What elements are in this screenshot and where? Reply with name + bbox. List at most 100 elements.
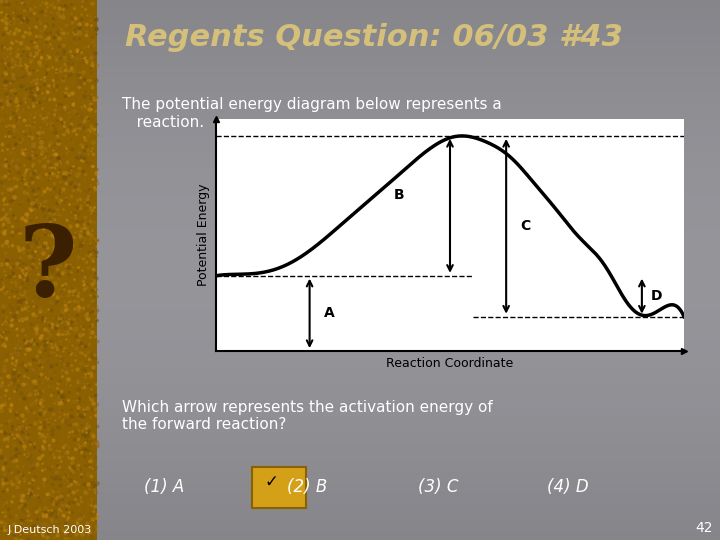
Bar — [0, 410, 720, 416]
Text: 42: 42 — [696, 521, 713, 535]
Bar — [0, 362, 720, 367]
Text: Regents Question: 06/03 #43: Regents Question: 06/03 #43 — [125, 23, 624, 52]
Bar — [0, 70, 720, 76]
Bar — [0, 459, 720, 464]
Bar — [0, 265, 720, 270]
Bar — [0, 486, 720, 491]
Bar — [0, 38, 720, 43]
Bar — [0, 184, 720, 189]
Bar — [0, 405, 720, 410]
Bar — [0, 313, 720, 319]
Bar — [0, 340, 720, 346]
FancyBboxPatch shape — [0, 0, 97, 540]
Bar — [0, 329, 720, 335]
Bar — [0, 11, 720, 16]
Bar — [0, 502, 720, 508]
Bar — [0, 76, 720, 81]
Bar — [0, 173, 720, 178]
X-axis label: Reaction Coordinate: Reaction Coordinate — [387, 356, 513, 369]
Bar — [0, 103, 720, 108]
Bar — [0, 297, 720, 302]
Bar — [0, 81, 720, 86]
Bar — [0, 454, 720, 459]
Bar — [0, 389, 720, 394]
Text: (2) B: (2) B — [287, 478, 327, 496]
Bar — [0, 470, 720, 475]
Bar — [0, 437, 720, 443]
Bar — [0, 400, 720, 405]
Bar — [0, 346, 720, 351]
Bar — [0, 416, 720, 421]
Bar — [0, 281, 720, 286]
Text: (4) D: (4) D — [547, 478, 589, 496]
Text: D: D — [652, 289, 662, 303]
Text: ✓: ✓ — [265, 473, 279, 491]
Bar — [0, 97, 720, 103]
Bar — [0, 394, 720, 400]
Bar — [0, 140, 720, 146]
Bar — [0, 238, 720, 243]
Bar — [0, 292, 720, 297]
Bar — [0, 189, 720, 194]
Bar — [0, 254, 720, 259]
Bar — [0, 497, 720, 502]
Bar — [0, 421, 720, 427]
Bar — [0, 448, 720, 454]
Bar — [0, 529, 720, 535]
Bar — [0, 383, 720, 389]
Bar — [0, 491, 720, 497]
Bar — [0, 135, 720, 140]
Bar — [0, 270, 720, 275]
Bar — [0, 308, 720, 313]
Text: C: C — [521, 219, 531, 233]
Bar — [0, 194, 720, 200]
Bar — [0, 49, 720, 54]
Bar — [0, 513, 720, 518]
Bar — [0, 232, 720, 238]
Text: A: A — [324, 306, 334, 320]
Text: The potential energy diagram below represents a
   reaction.: The potential energy diagram below repre… — [122, 97, 502, 130]
Bar — [0, 27, 720, 32]
Bar — [0, 151, 720, 157]
Bar — [0, 243, 720, 248]
Bar — [0, 481, 720, 486]
Bar — [0, 167, 720, 173]
Text: Which arrow represents the activation energy of
the forward reaction?: Which arrow represents the activation en… — [122, 400, 493, 432]
Bar — [0, 108, 720, 113]
Bar — [0, 286, 720, 292]
Text: J Deutsch 2003: J Deutsch 2003 — [7, 524, 91, 535]
Text: ?: ? — [19, 221, 78, 319]
Text: (3) C: (3) C — [418, 478, 458, 496]
Bar — [0, 54, 720, 59]
Bar — [0, 221, 720, 227]
Bar — [0, 335, 720, 340]
Bar — [0, 162, 720, 167]
Bar — [0, 427, 720, 432]
Bar — [0, 464, 720, 470]
Bar — [0, 22, 720, 27]
Bar — [0, 324, 720, 329]
Bar — [0, 443, 720, 448]
Bar — [0, 65, 720, 70]
Bar — [0, 373, 720, 378]
Bar — [0, 508, 720, 513]
Bar — [0, 302, 720, 308]
Bar — [0, 475, 720, 481]
Text: (1) A: (1) A — [144, 478, 184, 496]
Text: B: B — [394, 188, 405, 202]
Bar — [0, 0, 720, 5]
Bar — [0, 43, 720, 49]
Bar — [0, 32, 720, 38]
Bar — [0, 200, 720, 205]
Bar — [0, 216, 720, 221]
Bar — [0, 5, 720, 11]
Bar — [0, 113, 720, 119]
Bar — [0, 319, 720, 324]
Bar — [0, 367, 720, 373]
Bar — [0, 518, 720, 524]
Bar — [0, 524, 720, 529]
Bar — [0, 59, 720, 65]
Bar — [0, 205, 720, 211]
Bar — [0, 146, 720, 151]
Bar — [0, 130, 720, 135]
